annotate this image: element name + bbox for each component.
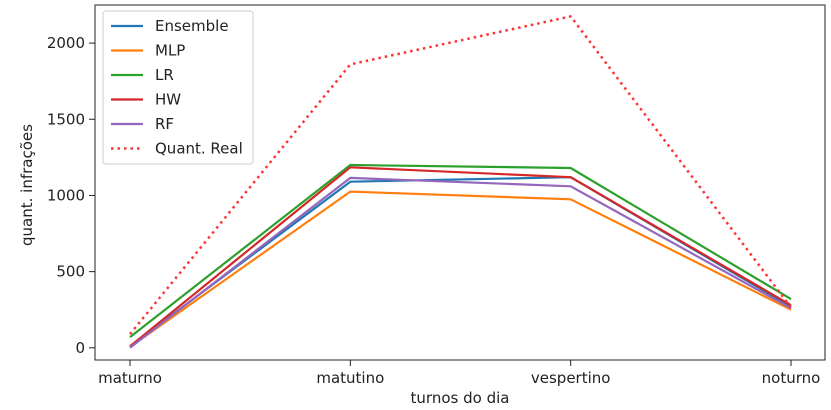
legend-label: Ensemble (155, 17, 229, 35)
series-line-rf (129, 176, 792, 349)
y-tick-label: 1000 (47, 186, 85, 204)
legend-label: Quant. Real (155, 140, 243, 158)
x-tick-label: vespertino (531, 369, 611, 387)
legend-label: MLP (155, 42, 185, 60)
x-axis-label: turnos do dia (411, 389, 510, 407)
legend: Ensemble MLP LR HW RF Quant. Real (102, 10, 254, 165)
series-line-hw (129, 166, 792, 348)
x-axis: maturno matutino vespertino noturno (98, 360, 820, 387)
series-line-mlp (129, 190, 792, 348)
series-line-lr (129, 163, 792, 338)
y-axis: 0 500 1000 1500 2000 (47, 34, 95, 357)
series-line-quant-real (129, 15, 792, 335)
legend-label: HW (155, 91, 181, 109)
legend-box (102, 10, 254, 165)
x-tick-label: maturno (98, 369, 162, 387)
x-tick-label: noturno (762, 369, 821, 387)
y-tick-label: 1500 (47, 110, 85, 128)
legend-label: LR (155, 66, 174, 84)
y-tick-label: 2000 (47, 34, 85, 52)
y-axis-label: quant. infrações (18, 124, 36, 246)
series-layer (129, 15, 792, 349)
legend-label: RF (155, 115, 174, 133)
y-tick-label: 0 (75, 339, 85, 357)
y-tick-label: 500 (56, 263, 85, 281)
x-tick-label: matutino (316, 369, 384, 387)
